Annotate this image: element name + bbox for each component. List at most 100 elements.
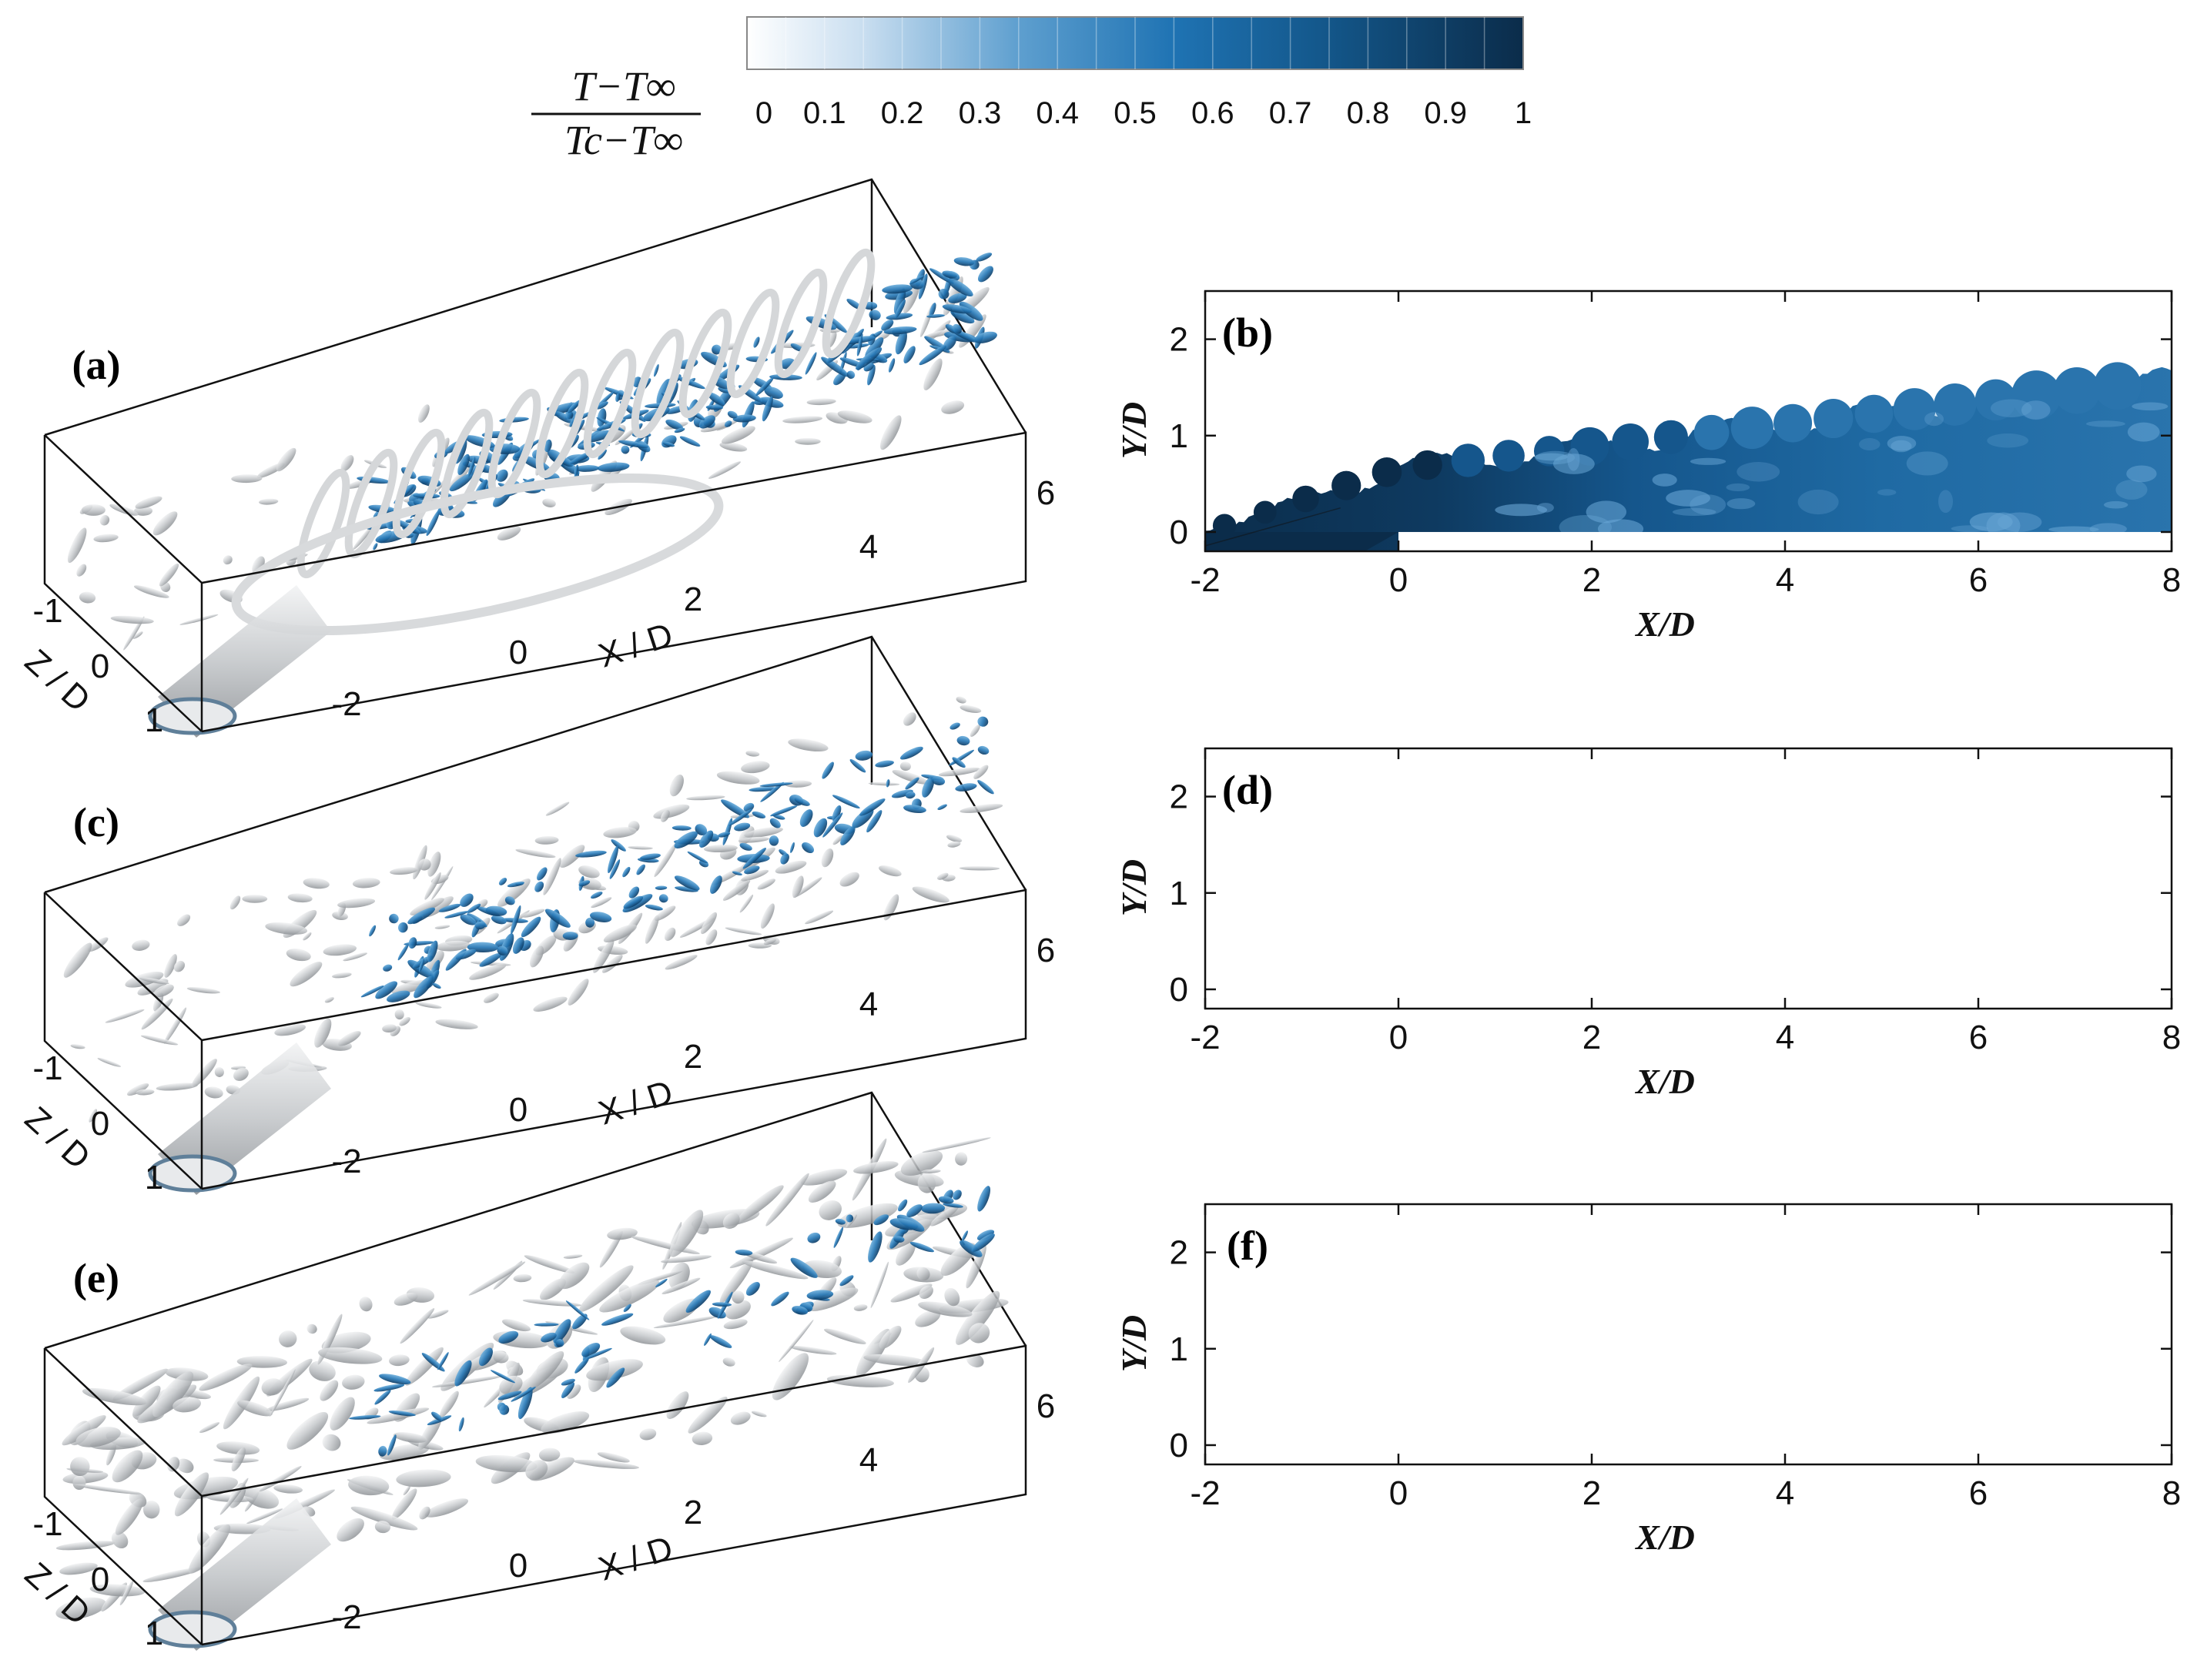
vortex-grey: [915, 1310, 941, 1327]
colorbar-tick-label: 0.5: [1114, 96, 1157, 130]
mixing-patch: [1906, 451, 1948, 476]
y-tick-label: 1: [1170, 875, 1188, 912]
shear-layer-roller: [1693, 414, 1730, 450]
jet-pipe-exit: [148, 697, 237, 735]
vortex-grey: [231, 474, 263, 484]
vortex-blue: [609, 859, 621, 879]
vortex-grey: [81, 504, 105, 516]
mixing-patch: [2127, 422, 2160, 442]
vortex-blue: [718, 832, 731, 838]
vortex-grey: [959, 865, 1000, 871]
vortex-blue: [511, 905, 521, 935]
x-tick-label: 6: [1969, 1474, 1988, 1512]
vortex-grey: [270, 1369, 296, 1417]
vortex-grey: [352, 878, 380, 889]
vortex-grey: [729, 1237, 793, 1269]
vortex-grey: [521, 909, 545, 918]
jet-pipe-exit: [148, 1154, 237, 1193]
shear-layer-roller: [1854, 394, 1894, 433]
vortex-blue: [919, 345, 947, 366]
vortex-blue: [971, 1233, 995, 1252]
vortex-grey: [231, 1447, 246, 1472]
vortex-grey: [890, 1283, 933, 1303]
vortex-ring: [631, 328, 685, 439]
y-tick-label: 0: [1170, 1427, 1188, 1464]
vortex-blue: [467, 903, 481, 913]
vortex-grey: [399, 1016, 410, 1026]
vortex-blue: [455, 949, 477, 960]
x-tick-label: 6: [1969, 561, 1988, 599]
vortex-blue: [496, 469, 508, 482]
vortex-grey: [788, 738, 829, 752]
vortex-grey: [597, 1452, 630, 1463]
vortex-grey: [303, 878, 330, 889]
colorbar-tick-label: 0.7: [1269, 96, 1312, 130]
vortex-blue: [458, 1417, 464, 1432]
vortex-grey: [660, 810, 670, 822]
vortex-blue: [544, 909, 571, 928]
vortex-blue: [457, 453, 470, 475]
vortex-blue: [952, 757, 966, 768]
vortex-blue: [953, 257, 975, 266]
vortex-blue: [895, 330, 907, 355]
vortex-blue: [929, 268, 954, 284]
vortex-grey: [525, 1460, 548, 1481]
vortex-blue: [977, 716, 989, 727]
mixing-patch: [1987, 433, 2029, 448]
box-edge-front-left: [43, 435, 203, 732]
vortex-blue: [753, 336, 760, 348]
vortex-grey: [579, 1265, 634, 1312]
vortex-grey: [112, 1368, 169, 1401]
vortex-grey: [314, 1018, 332, 1048]
vortex-grey: [700, 421, 731, 433]
vortex-grey: [899, 761, 911, 771]
vortex-blue: [581, 1343, 601, 1357]
temperature-field: [1205, 362, 2172, 551]
vortex-blue: [897, 1199, 908, 1212]
vortex-grey: [708, 461, 741, 479]
vortex-blue: [597, 462, 630, 472]
vortex-grey: [164, 1007, 187, 1044]
mixing-patch: [2103, 500, 2128, 509]
vortex-blue: [883, 326, 917, 335]
vortex-blue: [431, 1411, 443, 1421]
vortex-structures: [55, 1137, 1009, 1620]
vortex-grey: [55, 1541, 116, 1551]
vortex-grey: [772, 1353, 809, 1401]
vortex-blue: [909, 1241, 935, 1253]
vortex-blue: [953, 1190, 962, 1200]
vortex-grey: [879, 1325, 902, 1349]
vortex-grey: [88, 937, 109, 952]
colorbar-tick-label: 0.8: [1347, 96, 1390, 130]
mixing-patch: [1726, 483, 1750, 492]
vortex-blue: [595, 401, 608, 410]
vortex-blue: [497, 1391, 522, 1401]
vortex-blue: [572, 1314, 588, 1330]
vortex-blue: [622, 866, 631, 878]
vortex-grey: [515, 848, 556, 858]
vortex-grey: [112, 1450, 143, 1483]
vortex-grey: [738, 836, 769, 843]
vortex-blue: [790, 1257, 818, 1278]
vortex-grey: [808, 1287, 859, 1311]
vortex-blue: [674, 875, 700, 891]
z-tick-label: 1: [145, 1615, 163, 1652]
vortex-grey: [937, 872, 949, 880]
vortex-blue: [835, 1218, 846, 1225]
vortex-blue: [618, 440, 649, 448]
vortex-grey: [440, 1391, 459, 1417]
z-tick-label: 0: [91, 1105, 109, 1143]
vortex-grey: [93, 534, 119, 543]
vortex-grey: [393, 1432, 427, 1443]
vortex-grey: [730, 1411, 751, 1425]
vortex-blue: [867, 364, 876, 386]
vortex-grey: [159, 563, 179, 587]
vortex-grey: [435, 1019, 478, 1029]
vortex-blue: [856, 335, 863, 356]
vortex-blue: [739, 842, 752, 851]
z-tick-label: -1: [32, 592, 62, 630]
vortex-grey: [75, 1484, 142, 1494]
vortex-grey: [723, 1319, 748, 1330]
vortex-blue: [772, 814, 785, 820]
x-tick-label: 2: [684, 1038, 702, 1076]
